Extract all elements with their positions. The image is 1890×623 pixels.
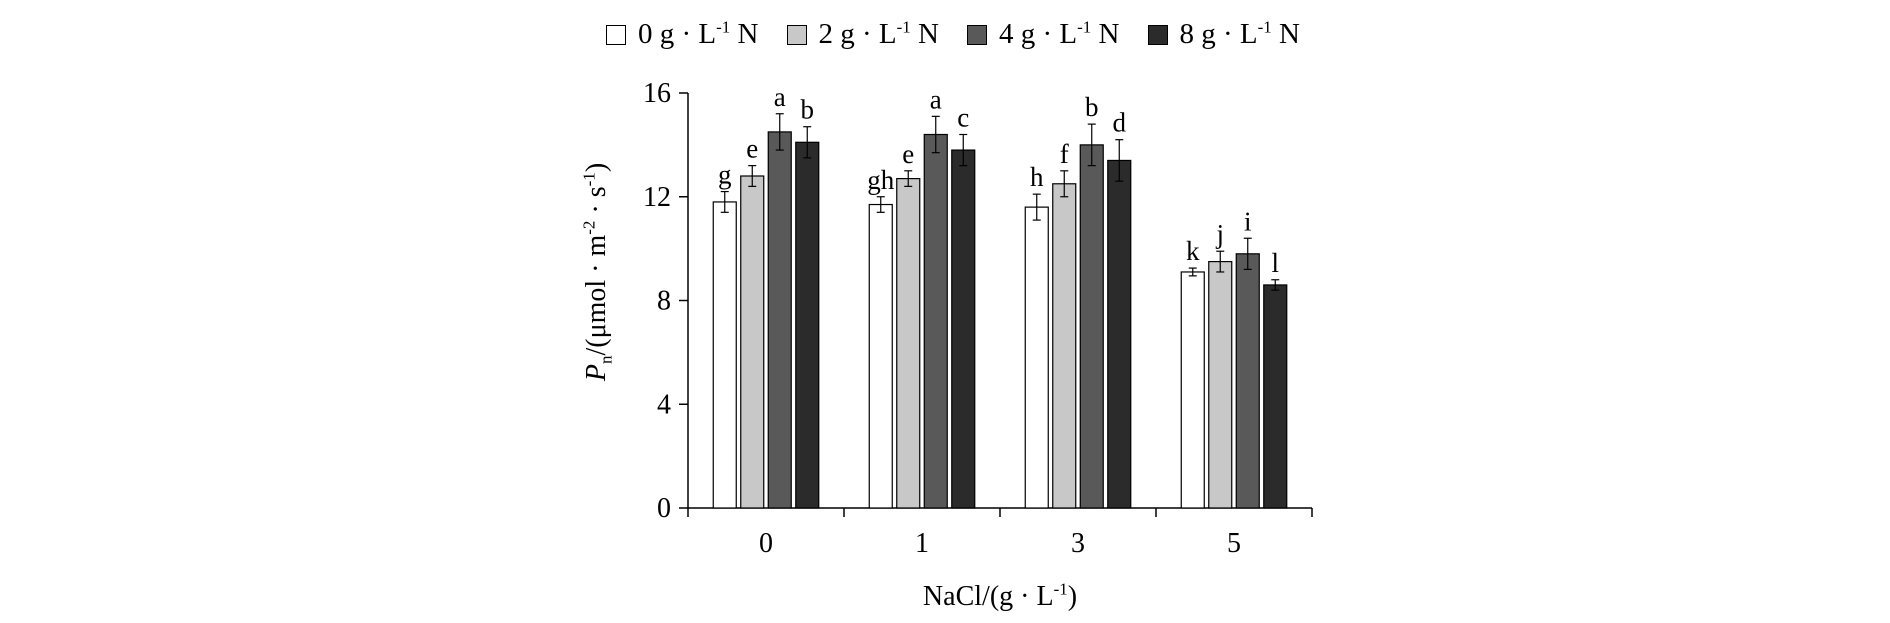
bar <box>1079 144 1104 509</box>
x-axis-label: NaCl/(g · L-1) <box>922 579 1078 612</box>
chart-legend: 0 g · L-1 N 2 g · L-1 N 4 g · L-1 N 8 g … <box>606 18 1328 51</box>
x-tick-label: 3 <box>1071 528 1085 559</box>
bar <box>1235 253 1260 509</box>
bar <box>1208 260 1233 509</box>
legend-item-3: 8 g · L-1 N <box>1147 17 1301 51</box>
bar <box>1024 206 1049 509</box>
bar <box>951 149 976 509</box>
y-axis-label: Pn/(μmol · m-2 · s-1) <box>579 162 616 382</box>
legend-swatch-0 <box>606 24 626 45</box>
bar <box>923 133 948 509</box>
significance-letter: g <box>718 160 732 190</box>
bar <box>740 175 765 509</box>
significance-letter: a <box>930 84 942 114</box>
legend-label-3: 8 g · L-1 N <box>1179 17 1301 50</box>
bar <box>868 203 893 509</box>
bar <box>1263 284 1288 509</box>
bar <box>767 131 792 509</box>
legend-label-1: 2 g · L-1 N <box>818 17 940 50</box>
legend-swatch-1 <box>786 24 807 45</box>
legend-label-2: 4 g · L-1 N <box>999 17 1120 50</box>
significance-letter: b <box>801 95 815 125</box>
x-tick-label: 5 <box>1227 528 1241 559</box>
significance-letter: e <box>746 134 758 164</box>
significance-letter: i <box>1244 206 1252 236</box>
y-tick-label: 8 <box>657 286 671 317</box>
legend-label-0: 0 g · L-1 N <box>638 17 759 50</box>
legend-item-1: 2 g · L-1 N <box>786 17 940 51</box>
bar <box>1107 159 1132 509</box>
significance-letter: j <box>1215 219 1224 249</box>
x-tick-label: 0 <box>759 528 773 559</box>
legend-swatch-2 <box>967 24 987 45</box>
significance-letter: k <box>1186 236 1200 266</box>
bar <box>795 141 820 509</box>
y-tick-label: 16 <box>643 78 671 109</box>
significance-letter: l <box>1271 248 1279 278</box>
y-tick-label: 12 <box>643 182 671 213</box>
significance-letter: h <box>1030 162 1044 192</box>
bar <box>896 177 921 509</box>
significance-letter: a <box>774 82 786 112</box>
bar <box>712 201 737 509</box>
legend-swatch-3 <box>1147 24 1168 45</box>
legend-item-0: 0 g · L-1 N <box>606 18 759 51</box>
legend-item-2: 4 g · L-1 N <box>967 18 1120 51</box>
significance-letter: d <box>1113 108 1127 138</box>
y-tick-label: 0 <box>657 493 671 524</box>
significance-letter: c <box>957 103 969 133</box>
x-tick-label: 1 <box>915 528 929 559</box>
significance-letter: e <box>902 139 914 169</box>
significance-letter: gh <box>867 165 895 195</box>
significance-letter: b <box>1085 92 1099 122</box>
significance-letter: f <box>1060 139 1069 169</box>
y-tick-label: 4 <box>657 389 671 420</box>
bar <box>1052 183 1077 509</box>
bar <box>1180 271 1205 509</box>
